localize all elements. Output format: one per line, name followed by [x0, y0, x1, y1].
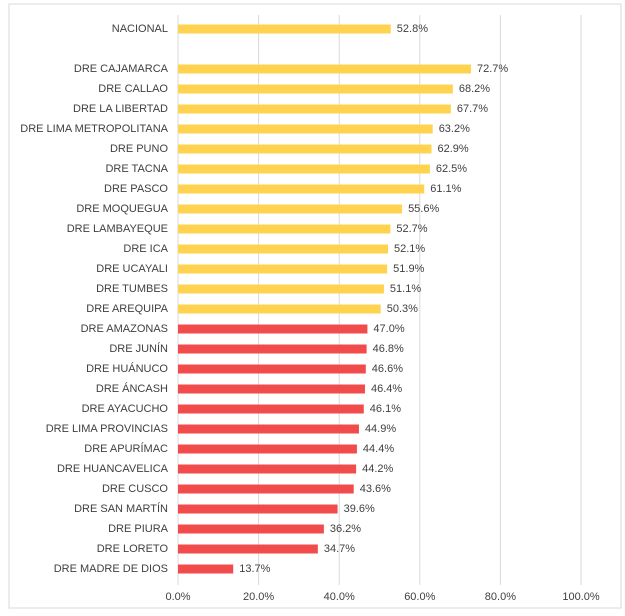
value-label: 51.1% [390, 283, 421, 295]
bar [178, 564, 234, 574]
bar [178, 404, 364, 414]
y-tick-label: DRE LIMA PROVINCIAS [46, 423, 168, 435]
y-tick-label: DRE AREQUIPA [86, 303, 168, 315]
y-tick-label: DRE ÁNCASH [96, 382, 168, 395]
bar [178, 104, 451, 114]
y-tick-label: DRE HUANCAVELICA [57, 463, 169, 475]
y-tick-label: DRE TUMBES [96, 283, 168, 295]
value-label: 68.2% [459, 83, 490, 95]
bar [178, 484, 354, 494]
y-tick-label: DRE PASCO [104, 183, 168, 195]
y-tick-label: DRE LAMBAYEQUE [67, 223, 168, 235]
y-tick-label: DRE AMAZONAS [81, 323, 168, 335]
value-label: 46.6% [372, 363, 403, 375]
y-tick-label: DRE APURÍMAC [84, 442, 168, 455]
x-tick-label: 40.0% [324, 591, 355, 603]
x-tick-label: 20.0% [243, 591, 274, 603]
value-label: 34.7% [324, 543, 355, 555]
y-tick-label: DRE AYACUCHO [82, 403, 169, 415]
bar [178, 264, 388, 274]
y-tick-label: DRE HUÁNUCO [86, 362, 168, 375]
bar [178, 444, 357, 454]
y-tick-label: DRE SAN MARTÍN [74, 502, 168, 515]
value-label: 52.8% [397, 23, 428, 35]
x-tick-label: 100.0% [562, 591, 600, 603]
value-label: 61.1% [430, 183, 461, 195]
y-tick-label: DRE CAJAMARCA [74, 63, 169, 75]
value-label: 44.4% [363, 443, 394, 455]
x-tick-label: 0.0% [165, 591, 190, 603]
bar [178, 164, 430, 174]
y-tick-label: DRE MOQUEGUA [76, 203, 168, 215]
value-label: 39.6% [344, 503, 375, 515]
bar [178, 284, 384, 294]
value-label: 50.3% [387, 303, 418, 315]
value-label: 55.6% [408, 203, 439, 215]
y-tick-label: DRE JUNÍN [109, 342, 168, 355]
y-tick-label: DRE PUNO [110, 143, 169, 155]
bar [178, 64, 471, 74]
bar [178, 244, 388, 254]
bar [178, 524, 324, 534]
y-tick-label: DRE LIMA METROPOLITANA [20, 123, 168, 135]
y-tick-label: DRE LA LIBERTAD [73, 103, 168, 115]
value-label: 52.1% [394, 243, 425, 255]
bar [178, 184, 425, 194]
bar [178, 424, 359, 434]
x-tick-label: 80.0% [485, 591, 516, 603]
value-label: 52.7% [396, 223, 427, 235]
value-label: 72.7% [477, 63, 508, 75]
value-label: 63.2% [439, 123, 470, 135]
y-tick-label: DRE ICA [123, 243, 168, 255]
value-label: 46.8% [373, 343, 404, 355]
value-label: 13.7% [239, 563, 270, 575]
bar [178, 364, 366, 374]
bar [178, 124, 433, 134]
bar [178, 304, 381, 314]
y-tick-label: DRE UCAYALI [96, 263, 168, 275]
bar [178, 384, 365, 394]
value-label: 67.7% [457, 103, 488, 115]
bar [178, 344, 367, 354]
y-tick-label: DRE CALLAO [98, 83, 168, 95]
x-tick-label: 60.0% [404, 591, 435, 603]
bar [178, 544, 318, 554]
bar [178, 24, 391, 34]
y-tick-label: DRE MADRE DE DIOS [54, 563, 168, 575]
y-tick-label: DRE CUSCO [102, 483, 168, 495]
y-tick-label: DRE PIURA [108, 523, 169, 535]
value-label: 43.6% [360, 483, 391, 495]
bar [178, 324, 368, 334]
value-label: 62.5% [436, 163, 467, 175]
value-label: 51.9% [393, 263, 424, 275]
y-tick-label: NACIONAL [112, 23, 168, 35]
bar [178, 84, 453, 94]
chart-border [8, 3, 622, 609]
bar [178, 504, 338, 514]
value-label: 44.2% [362, 463, 393, 475]
bar [178, 224, 391, 234]
bar [178, 144, 432, 154]
value-label: 44.9% [365, 423, 396, 435]
bar [178, 464, 357, 474]
value-label: 62.9% [437, 143, 468, 155]
y-tick-label: DRE LORETO [97, 543, 169, 555]
value-label: 46.1% [370, 403, 401, 415]
y-tick-label: DRE TACNA [105, 163, 168, 175]
value-label: 36.2% [330, 523, 361, 535]
value-label: 47.0% [373, 323, 404, 335]
bar [178, 204, 403, 214]
value-label: 46.4% [371, 383, 402, 395]
